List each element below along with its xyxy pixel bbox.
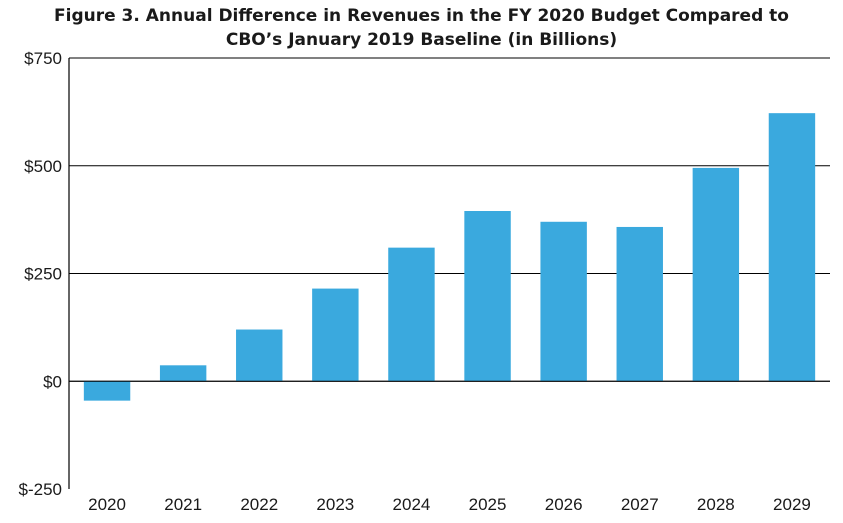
x-tick-label: 2020 [88, 495, 126, 514]
bar-2028 [692, 167, 740, 382]
bar-2026 [540, 221, 587, 382]
x-tick-label: 2021 [164, 495, 202, 514]
x-tick-labels: 2020 2021 2022 2023 2024 2025 2026 2027 2028 2029 [88, 495, 811, 514]
x-tick-label: 2028 [697, 495, 735, 514]
x-tick-label: 2022 [240, 495, 278, 514]
bar-2020 [83, 381, 131, 401]
x-tick-label: 2024 [393, 495, 431, 514]
bar-2025 [464, 211, 511, 382]
bar-2023 [312, 288, 359, 382]
bar-2024 [388, 247, 435, 382]
y-tick-label: $500 [24, 157, 62, 176]
bar-2029 [768, 113, 816, 382]
chart-title: Figure 3. Annual Difference in Revenues … [0, 4, 843, 52]
chart-title-line-1: Figure 3. Annual Difference in Revenues … [54, 6, 789, 26]
x-tick-label: 2025 [469, 495, 507, 514]
x-tick-label: 2023 [316, 495, 354, 514]
x-tick-label: 2029 [773, 495, 811, 514]
x-tick-label: 2027 [621, 495, 659, 514]
y-tick-label: $250 [24, 265, 62, 284]
bar-2022 [236, 329, 283, 382]
y-tick-label: $750 [24, 49, 62, 68]
bar-2027 [616, 226, 663, 382]
axes [68, 58, 830, 489]
x-tick-label: 2026 [545, 495, 583, 514]
y-tick-labels: $-250 $0 $250 $500 $750 [19, 49, 62, 499]
bars [83, 113, 816, 401]
y-tick-label: $0 [43, 372, 62, 391]
bar-2021 [159, 365, 207, 382]
y-tick-label: $-250 [19, 480, 62, 499]
chart-title-line-2: CBO’s January 2019 Baseline (in Billions… [225, 30, 618, 50]
